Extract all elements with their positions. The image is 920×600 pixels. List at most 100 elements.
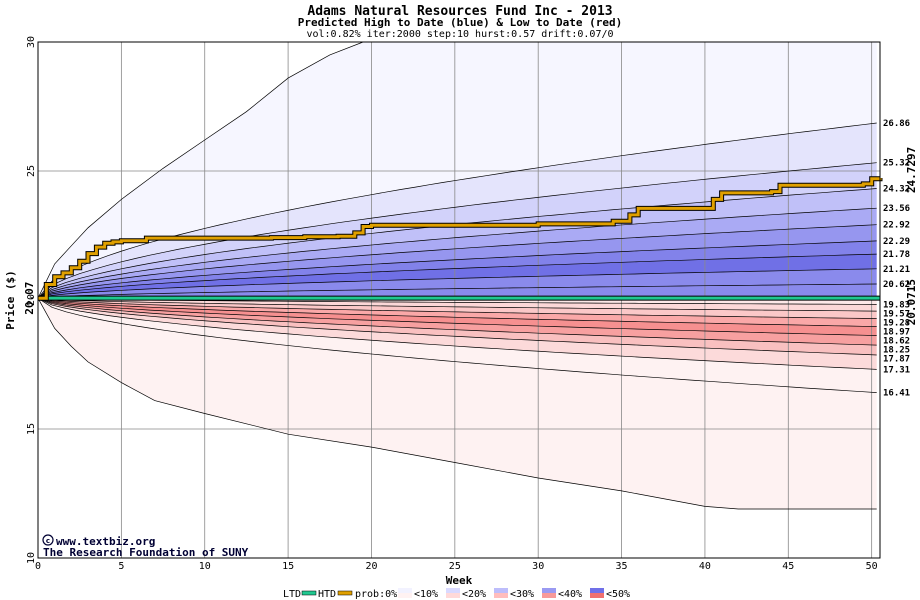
- legend-ltd-swatch: [301, 590, 317, 596]
- legend-swatch-label: <20%: [462, 589, 486, 600]
- low-boundary-line: [37, 298, 877, 510]
- chart-title: Adams Natural Resources Fund Inc - 2013: [307, 4, 612, 19]
- chart-params: vol:0.82% iter:2000 step:10 hurst:0.57 d…: [306, 29, 613, 40]
- x-tick-label: 10: [199, 561, 211, 572]
- legend-swatch-red: [494, 593, 508, 598]
- end-value-label: 17.87: [883, 354, 910, 364]
- high-boundary-line: [37, 122, 877, 299]
- end-value-label: 21.21: [883, 265, 910, 275]
- end-value-label: 24.32: [883, 185, 910, 195]
- low-boundary-line: [37, 297, 877, 336]
- low-band: [38, 298, 877, 319]
- end-value-label: 19.28: [883, 318, 910, 328]
- x-axis-label: Week: [446, 574, 473, 587]
- x-tick-labels: 0 5 10 15 20 25 30 35 40 45 50: [35, 561, 878, 572]
- low-boundary-line: [37, 297, 877, 393]
- legend-swatch-label: <10%: [414, 589, 438, 600]
- legend-swatch-red: [398, 593, 412, 598]
- high-boundary-line: [37, 41, 877, 299]
- x-tick-label: 30: [532, 561, 544, 572]
- ltd-value-label: 20.0715: [905, 279, 918, 325]
- x-tick-label: 5: [118, 561, 124, 572]
- legend: LTD HTD prob:0% <10% <20% <30% <40% <50%: [283, 588, 630, 600]
- plot-frame: [37, 41, 881, 559]
- legend-swatch-blue: [590, 588, 604, 593]
- copyright-icon: [42, 534, 54, 546]
- low-boundary-line: [37, 297, 877, 370]
- legend-swatch-label: <30%: [510, 589, 534, 600]
- credit-url: www.textbiz.org: [56, 535, 155, 548]
- high-band: [38, 123, 877, 299]
- high-boundary-line: [37, 162, 877, 299]
- high-band: [38, 268, 877, 299]
- probability-bands: [38, 42, 877, 509]
- credits: c www.textbiz.org The Research Foundatio…: [42, 534, 249, 559]
- x-tick-label: 35: [616, 561, 628, 572]
- end-value-label: 22.92: [883, 221, 910, 231]
- low-boundary-line: [37, 297, 877, 319]
- end-value-label: 18.62: [883, 336, 910, 346]
- low-band: [38, 298, 877, 327]
- end-value-label: 19.57: [883, 309, 910, 319]
- y-tick-labels: 10 15 20 25 30: [26, 36, 37, 564]
- x-tick-label: 20: [365, 561, 377, 572]
- start-price-label: 20.07: [23, 282, 36, 315]
- end-value-label: 16.41: [883, 389, 910, 399]
- high-band: [38, 42, 877, 299]
- x-tick-label: 15: [282, 561, 294, 572]
- legend-htd-swatch: [337, 590, 353, 596]
- y-axis-label: Price ($): [4, 270, 17, 330]
- low-band: [38, 298, 877, 312]
- high-band: [38, 240, 877, 299]
- end-value-labels: 26.86 25.32 24.32 23.56 22.92 22.29 21.78 21.21…: [883, 119, 910, 399]
- legend-ltd-label: LTD: [283, 589, 301, 600]
- legend-swatch-blue: [446, 588, 460, 593]
- legend-swatch-red: [446, 593, 460, 598]
- legend-swatch-red: [542, 593, 556, 598]
- end-value-label: 17.31: [883, 365, 910, 375]
- high-band: [38, 284, 877, 299]
- x-tick-label: 40: [699, 561, 711, 572]
- high-boundary-line: [37, 224, 877, 299]
- low-band: [38, 298, 877, 346]
- high-boundary-line: [37, 240, 877, 299]
- legend-htd-label: HTD: [318, 589, 336, 600]
- y-tick-label: 20: [26, 294, 37, 306]
- end-value-label: 18.25: [883, 345, 910, 355]
- legend-swatch-blue: [542, 588, 556, 593]
- x-tick-label: 25: [449, 561, 461, 572]
- low-boundary-line: [37, 297, 877, 327]
- low-boundary-line: [37, 297, 877, 356]
- end-value-label: 23.56: [883, 204, 910, 214]
- high-band: [38, 224, 877, 299]
- low-band: [38, 298, 877, 355]
- x-tick-label: 50: [866, 561, 878, 572]
- low-boundary-line: [37, 297, 877, 346]
- end-value-label: 20.62: [883, 280, 910, 290]
- end-value-label: 25.32: [883, 159, 910, 169]
- legend-swatch-label: <40%: [558, 589, 582, 600]
- legend-swatch-red: [590, 593, 604, 598]
- low-band: [38, 298, 877, 509]
- high-band: [38, 188, 877, 299]
- series-lines: [38, 176, 883, 301]
- y-tick-label: 30: [26, 36, 37, 48]
- end-value-label: 21.78: [883, 250, 910, 260]
- end-value-label: 22.29: [883, 237, 910, 247]
- chart-subtitle: Predicted High to Date (blue) & Low to D…: [298, 16, 623, 29]
- high-boundary-line: [37, 268, 877, 299]
- y-tick-label: 25: [26, 165, 37, 177]
- low-boundary-line: [37, 297, 877, 312]
- low-band: [38, 298, 877, 336]
- x-tick-label: 45: [782, 561, 794, 572]
- high-boundary-line: [37, 253, 877, 299]
- high-band: [38, 162, 877, 299]
- htd-value-label: 24.7297: [905, 147, 918, 193]
- high-boundary-line: [37, 283, 877, 299]
- low-band: [38, 298, 877, 370]
- credit-org: The Research Foundation of SUNY: [43, 546, 249, 559]
- high-band: [38, 208, 877, 299]
- end-value-label: 18.97: [883, 327, 910, 337]
- htd-line: [38, 177, 882, 300]
